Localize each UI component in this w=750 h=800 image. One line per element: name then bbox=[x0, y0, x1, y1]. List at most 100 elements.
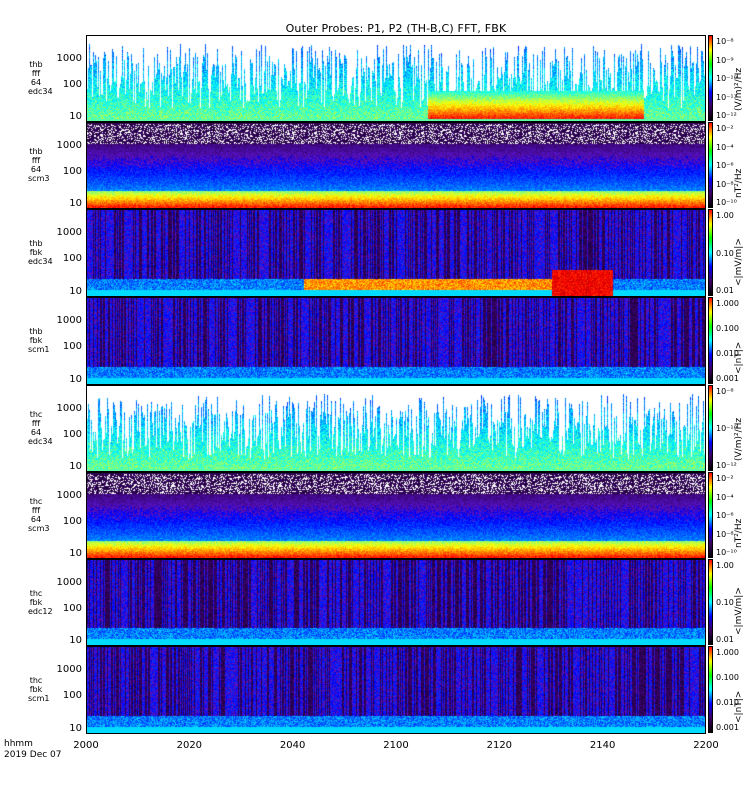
y-tick-label: 10 bbox=[69, 460, 82, 472]
colorbar-tick-label: 0.001 bbox=[716, 723, 739, 732]
spectrogram-image bbox=[86, 472, 706, 558]
y-tick-label: 10 bbox=[69, 373, 82, 385]
panel-label: thc fbk edc12 bbox=[28, 588, 53, 616]
panel-label-line: thb bbox=[29, 239, 43, 248]
colorbar-tick-label: 10⁻⁸ bbox=[716, 179, 734, 189]
colorbar-tick-label: 10⁻¹² bbox=[716, 111, 737, 120]
colorbar-tick-label: 10⁻¹⁰ bbox=[716, 548, 737, 557]
y-tick-label: 1000 bbox=[56, 140, 82, 152]
x-tick-label: 2100 bbox=[383, 740, 409, 751]
panel-label: thb fff 64 scm3 bbox=[28, 147, 50, 183]
colorbar-tick-label: 0.10 bbox=[716, 598, 734, 607]
spectrogram-panel-4 bbox=[86, 297, 706, 384]
panel-label-line: fbk bbox=[29, 685, 43, 694]
y-tick-label: 1000 bbox=[56, 53, 82, 65]
y-tick-label: 100 bbox=[62, 690, 82, 702]
panel-label-line: fff bbox=[31, 156, 41, 165]
panel-label-line: thc bbox=[29, 497, 43, 506]
panel-label-line: scm1 bbox=[28, 345, 50, 354]
spectrogram-panel-3 bbox=[86, 209, 706, 296]
colorbar-tick-label: 10⁻⁶ bbox=[716, 161, 734, 170]
panel-label-line: fff bbox=[31, 419, 41, 428]
colorbar-tick-label: 10⁻¹⁰ bbox=[716, 198, 737, 207]
spectrogram-image bbox=[86, 122, 706, 208]
colorbar-tick-label: 10⁻² bbox=[716, 124, 734, 133]
colorbar-tick-label: 10⁻⁸ bbox=[716, 529, 734, 539]
colorbar bbox=[708, 472, 713, 558]
y-tick-label: 100 bbox=[62, 341, 82, 353]
colorbar-tick-label: 10⁻⁶ bbox=[716, 511, 734, 520]
colorbar-tick-label: 10⁻¹² bbox=[716, 461, 737, 470]
panel-label-line: scm3 bbox=[28, 174, 50, 183]
panel-label: thb fbk scm1 bbox=[28, 327, 50, 354]
colorbar-unit-label: nT²/Hz bbox=[734, 518, 744, 548]
colorbar-tick-label: 10⁻⁴ bbox=[716, 492, 734, 502]
x-axis-label-date: 2019 Dec 07 bbox=[4, 750, 62, 760]
colorbar-tick-label: 0.10 bbox=[716, 248, 734, 258]
colorbar bbox=[708, 122, 713, 208]
panel-label: thc fbk scm1 bbox=[28, 676, 49, 703]
colorbar-tick-label: 10⁻¹⁰ bbox=[716, 424, 737, 433]
x-tick-label: 2020 bbox=[176, 740, 203, 751]
colorbar-unit-label: <|mV/m|> bbox=[734, 587, 744, 635]
spectrogram-panel-6 bbox=[86, 472, 706, 558]
spectrogram-image bbox=[86, 297, 706, 384]
y-tick-label: 100 bbox=[62, 515, 82, 527]
panel-label-line: scm3 bbox=[28, 524, 50, 533]
spectrogram-panel-8 bbox=[86, 646, 706, 733]
x-tick-label: 2000 bbox=[73, 740, 99, 751]
colorbar-tick-label: 0.001 bbox=[716, 374, 739, 383]
spectrogram-panel-5 bbox=[86, 385, 706, 471]
panel-label-line: fff bbox=[31, 69, 41, 78]
y-tick-label: 100 bbox=[62, 78, 82, 90]
panel-label-line: 64 bbox=[30, 428, 42, 437]
y-tick-label: 1000 bbox=[56, 403, 82, 415]
x-tick-label: 2200 bbox=[693, 740, 719, 751]
spectrogram-image bbox=[86, 35, 706, 121]
colorbar-tick-label: 10⁻² bbox=[716, 474, 734, 483]
panel-label-line: thb bbox=[29, 327, 43, 336]
y-tick-label: 100 bbox=[62, 428, 82, 440]
y-tick-label: 10 bbox=[69, 197, 82, 209]
colorbar bbox=[708, 559, 713, 645]
colorbar-tick-label: 10⁻⁸ bbox=[716, 37, 734, 46]
panel-label-line: fbk bbox=[29, 336, 43, 345]
colorbar-tick-label: 1.00 bbox=[716, 561, 734, 570]
y-tick-label: 10 bbox=[69, 110, 82, 122]
panel-label: thb fbk edc34 bbox=[28, 239, 53, 266]
colorbar-tick-label: 10⁻⁸ bbox=[716, 387, 734, 396]
colorbar-tick-label: 10⁻⁹ bbox=[716, 55, 734, 65]
panel-label: thc fff 64 edc34 bbox=[28, 410, 53, 446]
panel-label-line: edc34 bbox=[28, 437, 53, 446]
spectrogram-image bbox=[86, 385, 706, 471]
chart-title: Outer Probes: P1, P2 (TH-B,C) FFT, FBK bbox=[285, 22, 507, 35]
colorbar-tick-label: 1.000 bbox=[716, 648, 739, 657]
y-tick-label: 1000 bbox=[56, 227, 82, 239]
panel-label-line: thc bbox=[29, 410, 43, 419]
colorbar-unit-label: (V/m)²/Hz bbox=[734, 67, 744, 111]
panel-label-line: thc bbox=[29, 676, 43, 685]
colorbar-tick-label: 0.010 bbox=[716, 698, 739, 707]
colorbar bbox=[708, 297, 713, 384]
spectrogram-panel-7 bbox=[86, 559, 706, 645]
x-tick-label: 2120 bbox=[486, 740, 513, 751]
spectrogram-image bbox=[86, 646, 706, 733]
panel-label: thc fff 64 scm3 bbox=[28, 497, 50, 533]
panel-label-line: thb bbox=[29, 60, 43, 69]
colorbar bbox=[708, 646, 713, 733]
colorbar bbox=[708, 35, 713, 121]
panel-label-line: thc bbox=[29, 588, 43, 598]
colorbar-unit-label: nT²/Hz bbox=[734, 168, 744, 198]
panel-label-line: 64 bbox=[30, 165, 42, 174]
colorbar bbox=[708, 385, 713, 471]
panel-label-line: fbk bbox=[29, 597, 43, 607]
spectrogram-panel-2 bbox=[86, 122, 706, 208]
y-tick-label: 10 bbox=[69, 634, 82, 646]
y-tick-label: 100 bbox=[62, 602, 82, 614]
spectrogram-panel-1 bbox=[86, 35, 706, 121]
x-axis-label-time: hhmm bbox=[4, 739, 33, 749]
y-tick-label: 10 bbox=[69, 722, 82, 734]
colorbar-tick-label: 0.100 bbox=[716, 673, 739, 682]
y-tick-label: 10 bbox=[69, 547, 82, 559]
colorbar-unit-label: (V/m)²/Hz bbox=[734, 417, 744, 461]
